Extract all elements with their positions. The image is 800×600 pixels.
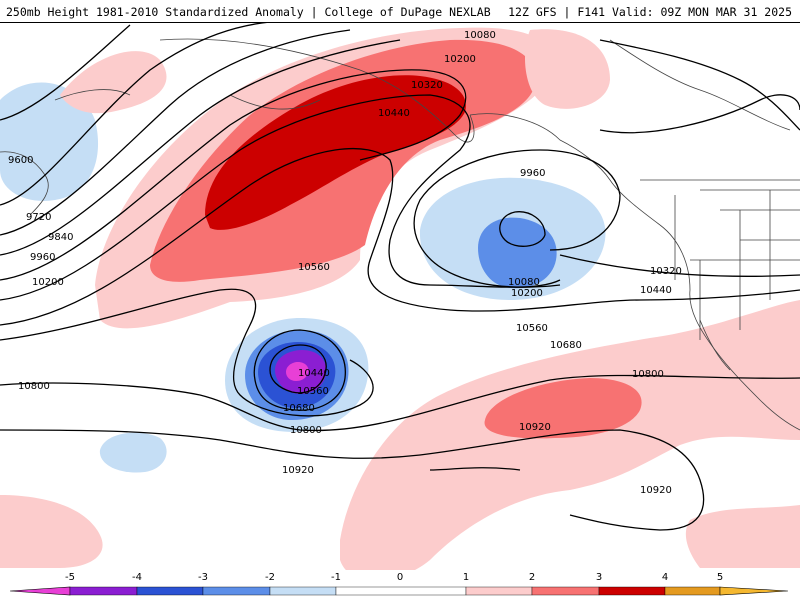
contour-labels: 9600 9720 9840 9960 10200 10800 10080 10… <box>8 30 682 496</box>
anomaly-neg5-cutoff <box>286 362 309 381</box>
anomaly-pos2-subtropics <box>484 378 642 439</box>
contour-label: 9960 <box>30 252 55 263</box>
colorbar-label: 5 <box>716 572 724 583</box>
colorbar-label: -4 <box>132 572 142 583</box>
colorbar-arrow-right <box>719 586 789 596</box>
map-title: 250mb Height 1981-2010 Standardized Anom… <box>6 5 491 19</box>
contour-label: 9600 <box>8 155 33 166</box>
colorbar-seg-neg1-pos1 <box>335 586 467 596</box>
anomaly-pos1-northeast <box>525 29 610 109</box>
colorbar-seg-neg2-neg1 <box>269 586 337 596</box>
contour-label: 9840 <box>48 232 73 243</box>
colorbar-seg-pos3-pos4 <box>598 586 666 596</box>
contour-label: 9720 <box>26 212 51 223</box>
contour-label: 10440 <box>640 285 672 296</box>
anomaly-pos1-southwest <box>0 495 103 568</box>
colorbar-label: -1 <box>331 572 341 583</box>
header-bar: 250mb Height 1981-2010 Standardized Anom… <box>0 0 800 23</box>
contour-label: 10560 <box>516 323 548 334</box>
coastlines <box>0 38 800 431</box>
anomaly-neg1-west <box>0 82 99 201</box>
colorbar-label: 2 <box>528 572 536 583</box>
colorbar-seg-neg5-neg4 <box>69 586 138 596</box>
contour-label: 10200 <box>511 288 543 299</box>
contour-label: 10800 <box>290 425 322 436</box>
anomaly-neg2-east-low <box>478 217 557 289</box>
colorbar-label: 1 <box>462 572 470 583</box>
contour-label: 10680 <box>283 403 315 414</box>
colorbar-seg-neg4-neg3 <box>136 586 204 596</box>
contour-label: 10560 <box>297 386 329 397</box>
contour-label: 10080 <box>508 277 540 288</box>
colorbar-label: 0 <box>396 572 404 583</box>
anomaly-pos1-northwest <box>60 51 167 114</box>
colorbar-label: 3 <box>595 572 603 583</box>
contour-label: 10920 <box>282 465 314 476</box>
colorbar-seg-pos2-pos3 <box>531 586 600 596</box>
colorbar-arrow-left <box>9 586 71 596</box>
contour-label: 10320 <box>411 80 443 91</box>
height-contours <box>0 22 800 531</box>
colorbar: -5 -4 -3 -2 -1 0 1 2 3 4 5 <box>0 570 800 600</box>
map-canvas: 9600 9720 9840 9960 10200 10800 10080 10… <box>0 22 800 570</box>
contour-label: 10800 <box>18 381 50 392</box>
colorbar-label: -2 <box>265 572 275 583</box>
anomaly-neg1-south <box>99 432 167 473</box>
anomaly-pos1-southeast <box>685 505 800 568</box>
contour-label: 10440 <box>378 108 410 119</box>
contour-label: 10680 <box>550 340 582 351</box>
colorbar-label: -3 <box>198 572 208 583</box>
contour-label: 10920 <box>640 485 672 496</box>
colorbar-graphic <box>9 586 789 596</box>
colorbar-label: -5 <box>65 572 75 583</box>
contour-label: 9960 <box>520 168 545 179</box>
colorbar-seg-pos4-pos5 <box>664 586 721 596</box>
contour-label: 10200 <box>32 277 64 288</box>
contour-label: 10560 <box>298 262 330 273</box>
contour-label: 10800 <box>632 369 664 380</box>
colorbar-seg-neg3-neg2 <box>202 586 271 596</box>
colorbar-seg-pos1-pos2 <box>465 586 533 596</box>
contour-label: 10440 <box>298 368 330 379</box>
contour-label: 10920 <box>519 422 551 433</box>
contour-label: 10320 <box>650 266 682 277</box>
contour-label: 10080 <box>464 30 496 41</box>
run-info: 12Z GFS | F141 Valid: 09Z MON MAR 31 202… <box>508 5 792 19</box>
anomaly-pos3-ridge <box>205 75 466 230</box>
colorbar-label: 4 <box>661 572 669 583</box>
contour-label: 10200 <box>444 54 476 65</box>
